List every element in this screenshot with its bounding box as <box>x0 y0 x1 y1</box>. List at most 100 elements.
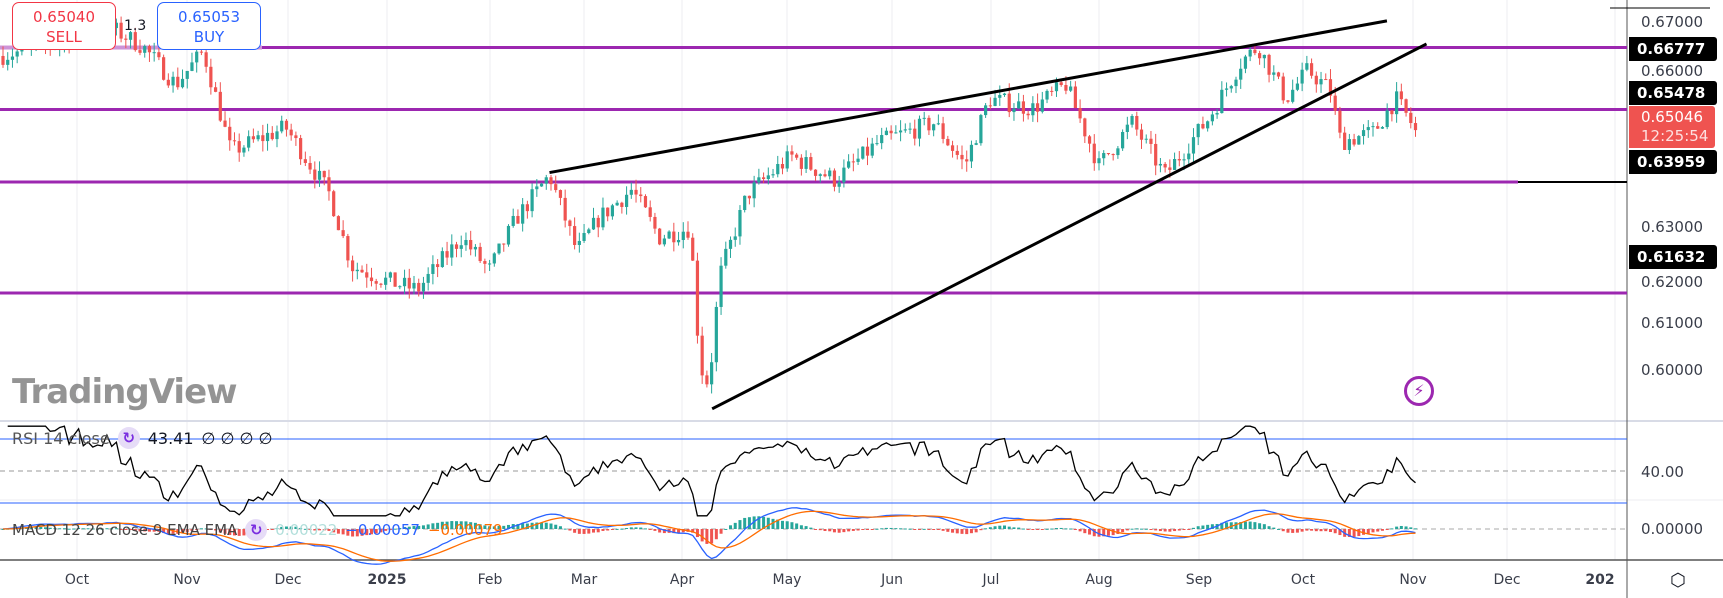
macd-histogram-bar <box>72 528 76 530</box>
refresh-icon[interactable]: ↻ <box>245 519 268 541</box>
candle-body <box>922 117 926 119</box>
buy-label: BUY <box>193 28 225 46</box>
macd-histogram-bar <box>1154 529 1158 531</box>
macd-histogram-bar <box>318 529 322 531</box>
candle-body <box>365 272 369 278</box>
macd-histogram-bar <box>1395 526 1399 529</box>
candle-body <box>128 32 133 40</box>
candle-body <box>544 177 548 184</box>
candle-body <box>1064 85 1068 91</box>
candle-body <box>1154 143 1158 166</box>
time-label: Mar <box>570 572 598 588</box>
candle-body <box>880 135 884 144</box>
macd-histogram-bar <box>1225 522 1229 529</box>
candle-body <box>1177 159 1181 161</box>
macd-histogram-bar <box>705 529 709 544</box>
macd-histogram-bar <box>1319 529 1323 532</box>
candle-body <box>813 169 818 176</box>
macd-histogram-bar <box>492 526 496 529</box>
candle-body <box>516 215 520 224</box>
macd-histogram-bar <box>1328 529 1332 532</box>
candle-body <box>336 216 341 231</box>
candle-body <box>1206 121 1210 129</box>
macd-histogram-bar <box>691 529 695 533</box>
macd-histogram-bar <box>469 522 473 529</box>
macd-histogram-bar <box>105 528 109 530</box>
macd-histogram-bar <box>374 529 378 534</box>
macd-histogram-bar <box>190 529 194 531</box>
candle-body <box>894 132 898 134</box>
macd-histogram-bar <box>1248 521 1252 529</box>
candle-body <box>601 207 605 228</box>
sell-button[interactable]: 0.65040 SELL <box>12 2 116 50</box>
macd-histogram-bar <box>1258 523 1262 529</box>
candle-body <box>398 286 402 288</box>
candle-body <box>700 335 704 376</box>
candle-body <box>809 157 813 170</box>
candle-body <box>10 56 15 60</box>
candle-body <box>459 245 463 249</box>
macd-histogram-bar <box>417 525 421 529</box>
macd-histogram-bar <box>1168 529 1172 532</box>
macd-histogram-bar <box>662 529 666 534</box>
candle-body <box>374 281 378 284</box>
candle-body <box>213 87 218 92</box>
settings-icon[interactable]: ⬡ <box>1670 570 1686 591</box>
macd-histogram-bar <box>1036 529 1040 530</box>
candle-body <box>1258 53 1262 59</box>
macd-histogram-bar <box>1012 527 1016 529</box>
macd-histogram-bar <box>275 528 279 530</box>
macd-histogram-bar <box>969 529 973 534</box>
macd-histogram-bar <box>1291 529 1295 533</box>
candle-body <box>284 120 289 130</box>
lightning-icon[interactable]: ⚡ <box>1404 376 1434 406</box>
macd-histogram-bar <box>232 529 236 536</box>
candle-body <box>426 273 430 283</box>
macd-histogram-bar <box>842 529 846 533</box>
candle-body <box>573 226 577 245</box>
macd-histogram-bar <box>1210 524 1214 529</box>
candle-body <box>360 269 364 273</box>
macd-histogram-bar <box>832 529 836 533</box>
candle-body <box>478 246 482 262</box>
buy-button[interactable]: 0.65053 BUY <box>157 2 261 50</box>
macd-histogram-bar <box>563 528 567 530</box>
time-label: Sep <box>1185 572 1213 588</box>
macd-histogram-bar <box>922 528 926 530</box>
rsi-value: 43.41 <box>147 428 194 448</box>
macd-histogram-bar <box>1314 529 1318 532</box>
macd-histogram-bar <box>856 529 860 531</box>
candle-body <box>511 215 515 226</box>
candle-body <box>728 239 733 249</box>
macd-histogram-bar <box>540 522 544 529</box>
macd-histogram-bar <box>1220 522 1224 529</box>
macd-legend[interactable]: MACD 12 26 close 9 EMA EMA ↻ 0.00022 −0.… <box>12 519 503 541</box>
candle-body <box>431 264 435 274</box>
macd-histogram-bar <box>629 527 633 529</box>
macd-histogram-bar <box>658 529 662 533</box>
macd-title: MACD 12 26 close 9 EMA EMA <box>12 521 238 539</box>
candle-body <box>346 236 350 261</box>
level-label: 0.61632 <box>1629 245 1717 269</box>
macd-histogram-bar <box>525 523 529 529</box>
macd-histogram-bar <box>1277 528 1281 530</box>
macd-histogram-bar <box>795 523 799 529</box>
macd-histogram-bar <box>421 525 425 529</box>
macd-histogram-bar <box>280 526 284 529</box>
candle-body <box>1309 63 1314 76</box>
macd-histogram-bar <box>100 528 104 530</box>
macd-histogram-bar <box>214 529 218 531</box>
refresh-icon[interactable]: ↻ <box>117 427 140 449</box>
rsi-legend[interactable]: RSI 14 close ↻ 43.41 ∅ ∅ ∅ ∅ <box>12 427 273 449</box>
candle-body <box>1210 114 1214 122</box>
candle-body <box>1012 108 1016 113</box>
candle-body <box>473 246 478 250</box>
rsi-line <box>7 425 1416 517</box>
candle-body <box>1366 127 1370 131</box>
candle-body <box>1187 153 1191 160</box>
candle-body <box>913 128 917 139</box>
candle-body <box>1069 86 1073 91</box>
macd-value: −0.00057 <box>345 521 420 539</box>
macd-histogram-bar <box>724 528 728 530</box>
